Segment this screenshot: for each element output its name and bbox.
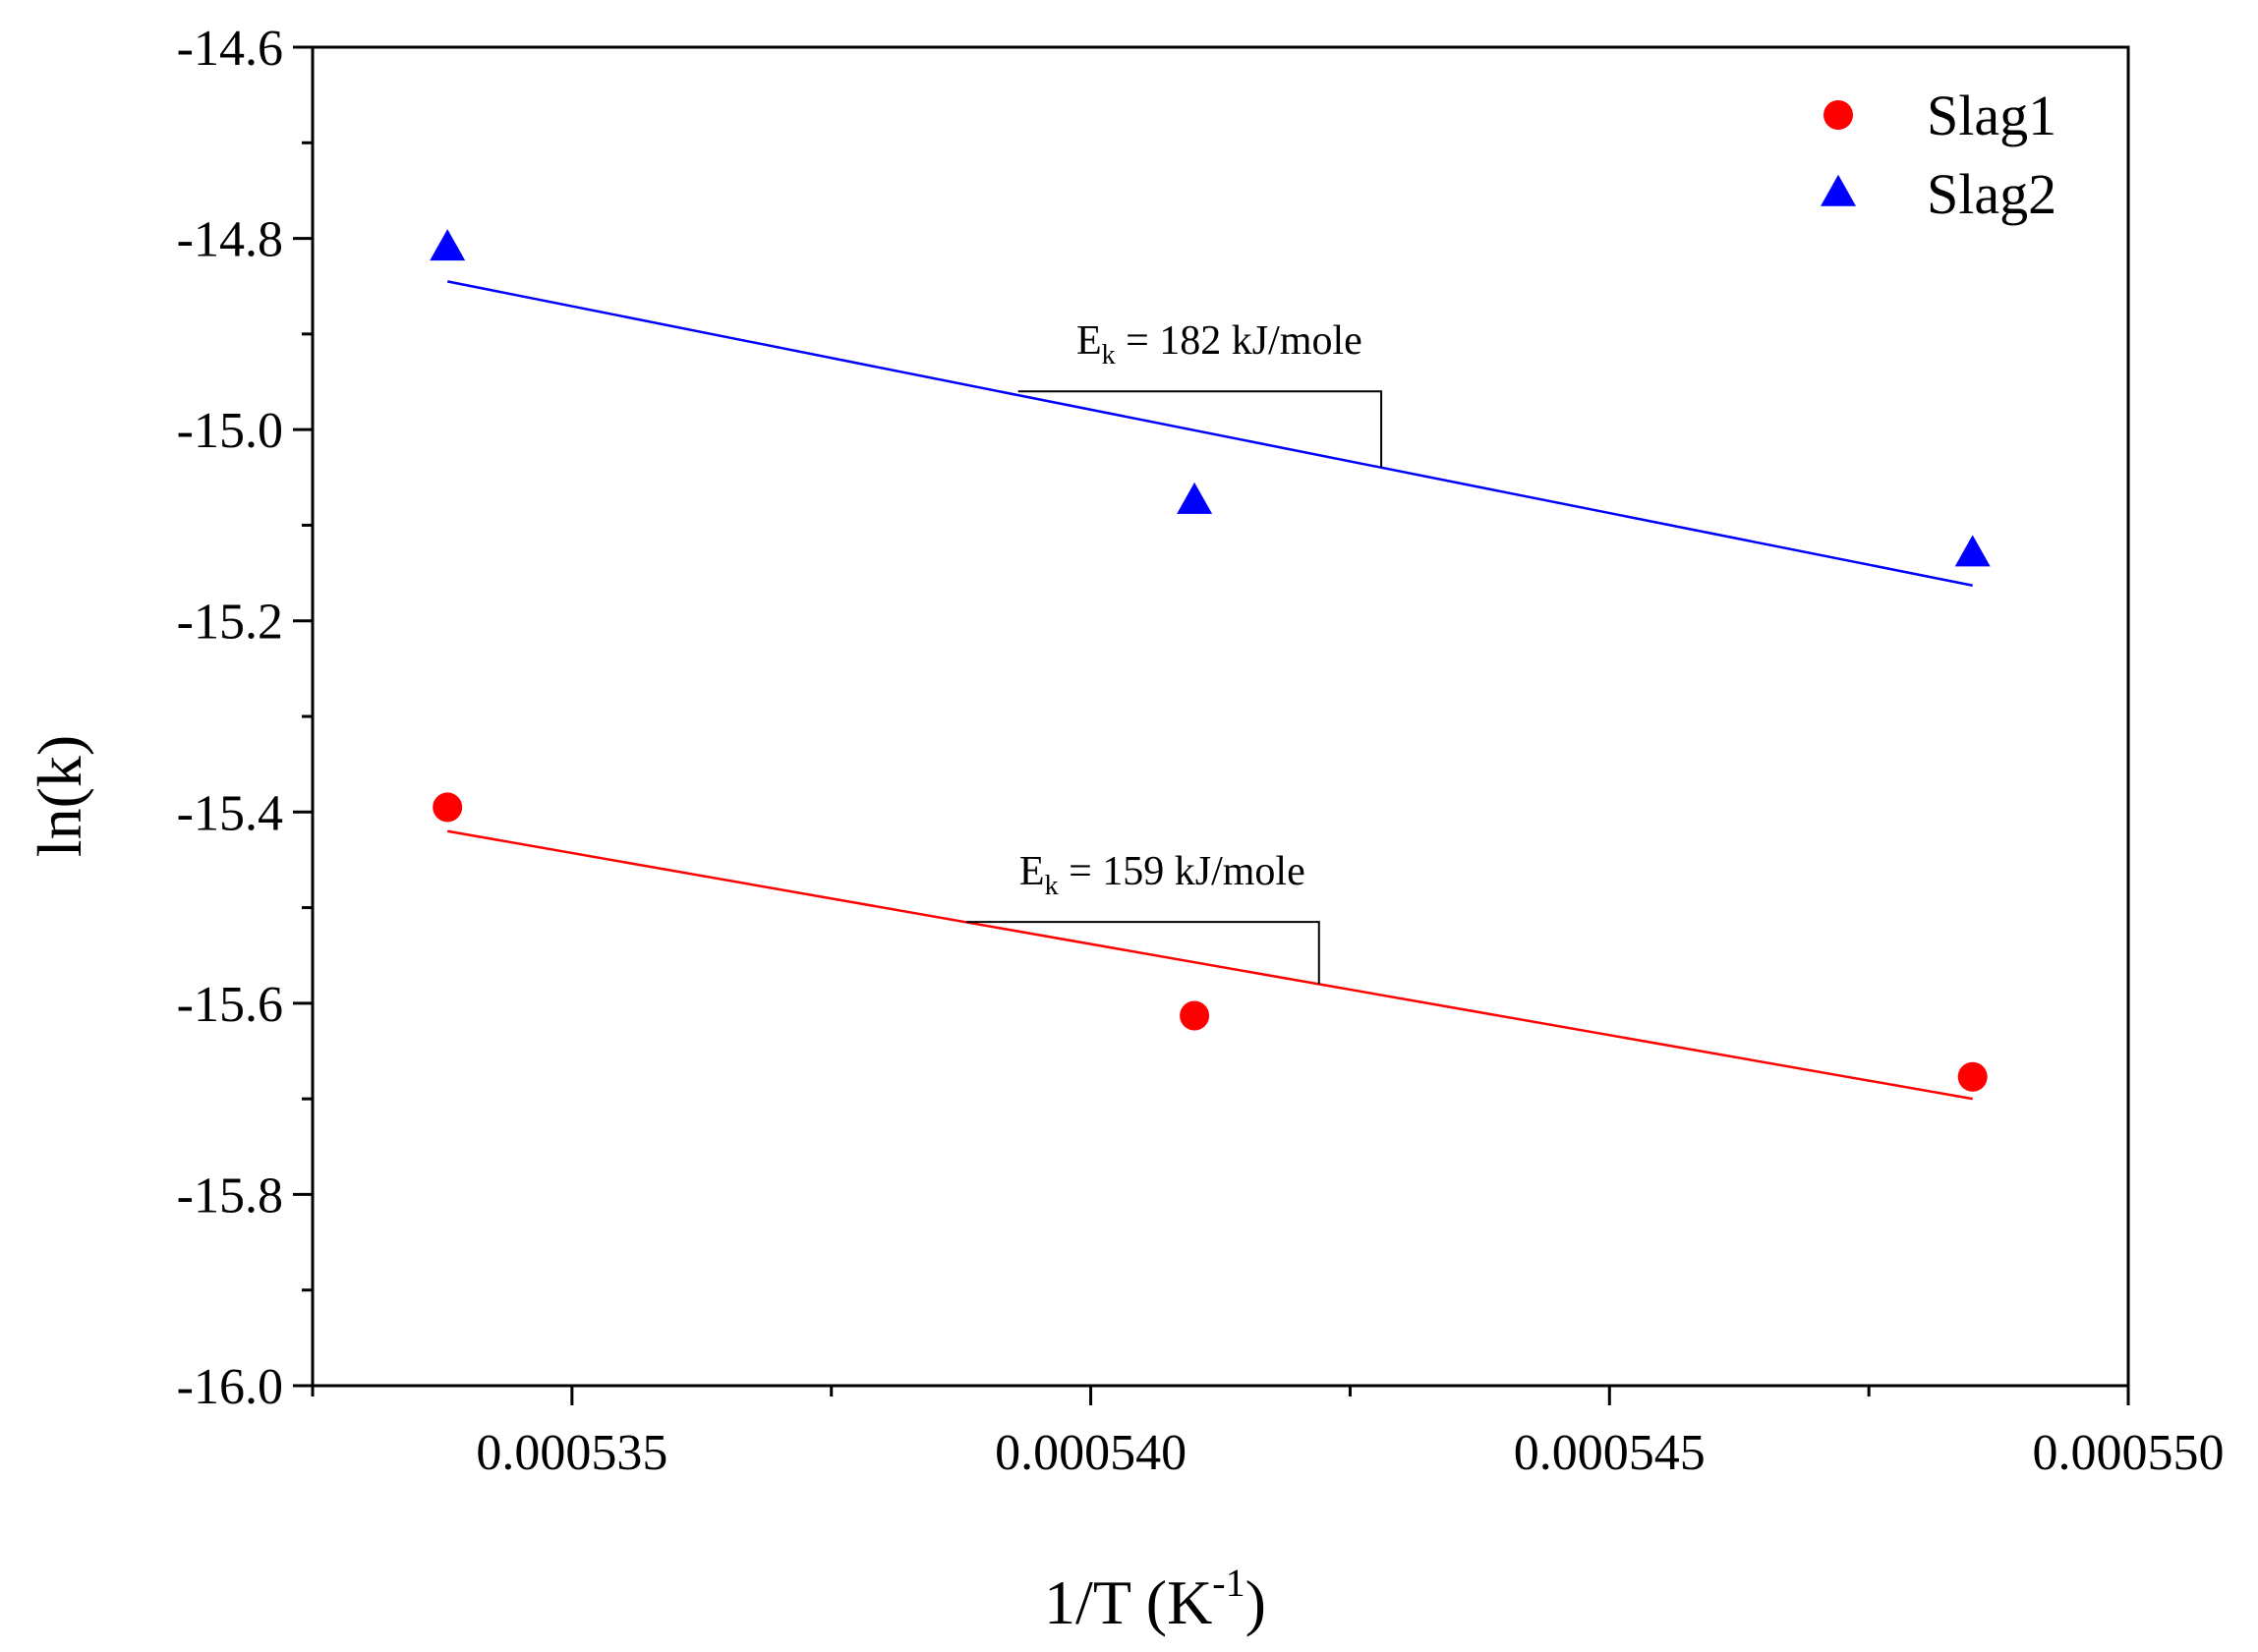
legend-marker-slag2	[1821, 174, 1856, 206]
legend: Slag1 Slag2	[1821, 84, 2056, 226]
y-tick-label: -15.4	[177, 785, 283, 841]
data-points	[430, 229, 1991, 1092]
slag2-point	[1177, 482, 1213, 514]
y-tick-label: -15.6	[177, 977, 283, 1033]
slag1-point	[1957, 1061, 1988, 1092]
slag2-fit-line	[446, 280, 1973, 587]
y-tick-label: -15.2	[177, 595, 283, 651]
y-tick-label: -15.0	[177, 403, 283, 459]
slag1-slope-triangle	[965, 921, 1320, 985]
y-tick-label: -16.0	[177, 1359, 283, 1415]
slag1-point	[433, 792, 463, 823]
legend-marker-slag1	[1824, 100, 1853, 130]
y-tick-label: -14.6	[177, 21, 283, 77]
slag1-point	[1180, 1000, 1210, 1031]
slag2-point	[1954, 535, 1991, 567]
slag1-activation-energy-label: Ek = 159 kJ/mole	[1019, 849, 1305, 901]
plot-area	[311, 45, 2130, 1388]
plot-frame	[311, 45, 2130, 1388]
slag2-slope-triangle	[1017, 390, 1383, 468]
x-tick-label: 0.000535	[476, 1425, 667, 1481]
x-tick-label: 0.000550	[2033, 1425, 2225, 1481]
y-axis-label: ln(k)	[25, 735, 94, 857]
x-axis-label: 1/T (K-1)	[1044, 1561, 1266, 1637]
slag2-point	[430, 229, 466, 261]
x-tick-label: 0.000540	[995, 1425, 1187, 1481]
slope-annotations: Ek = 159 kJ/mole Ek = 182 kJ/mole	[965, 318, 1383, 985]
x-tick-label: 0.000545	[1514, 1425, 1706, 1481]
slag2-activation-energy-label: Ek = 182 kJ/mole	[1076, 318, 1362, 370]
slag1-fit-line	[446, 829, 1973, 1101]
y-tick-label: -14.8	[177, 212, 283, 268]
y-tick-label: -15.8	[177, 1168, 283, 1224]
fit-lines	[446, 280, 1973, 1101]
x-axis-label-exponent: -1	[1212, 1561, 1245, 1605]
legend-label-slag1: Slag1	[1927, 84, 2056, 147]
axis-ticks: -14.6 -14.8 -15.0 -15.2 -15.4 -15.6 -15.8 -16.0…	[177, 21, 2225, 1481]
legend-label-slag2: Slag2	[1927, 162, 2056, 226]
